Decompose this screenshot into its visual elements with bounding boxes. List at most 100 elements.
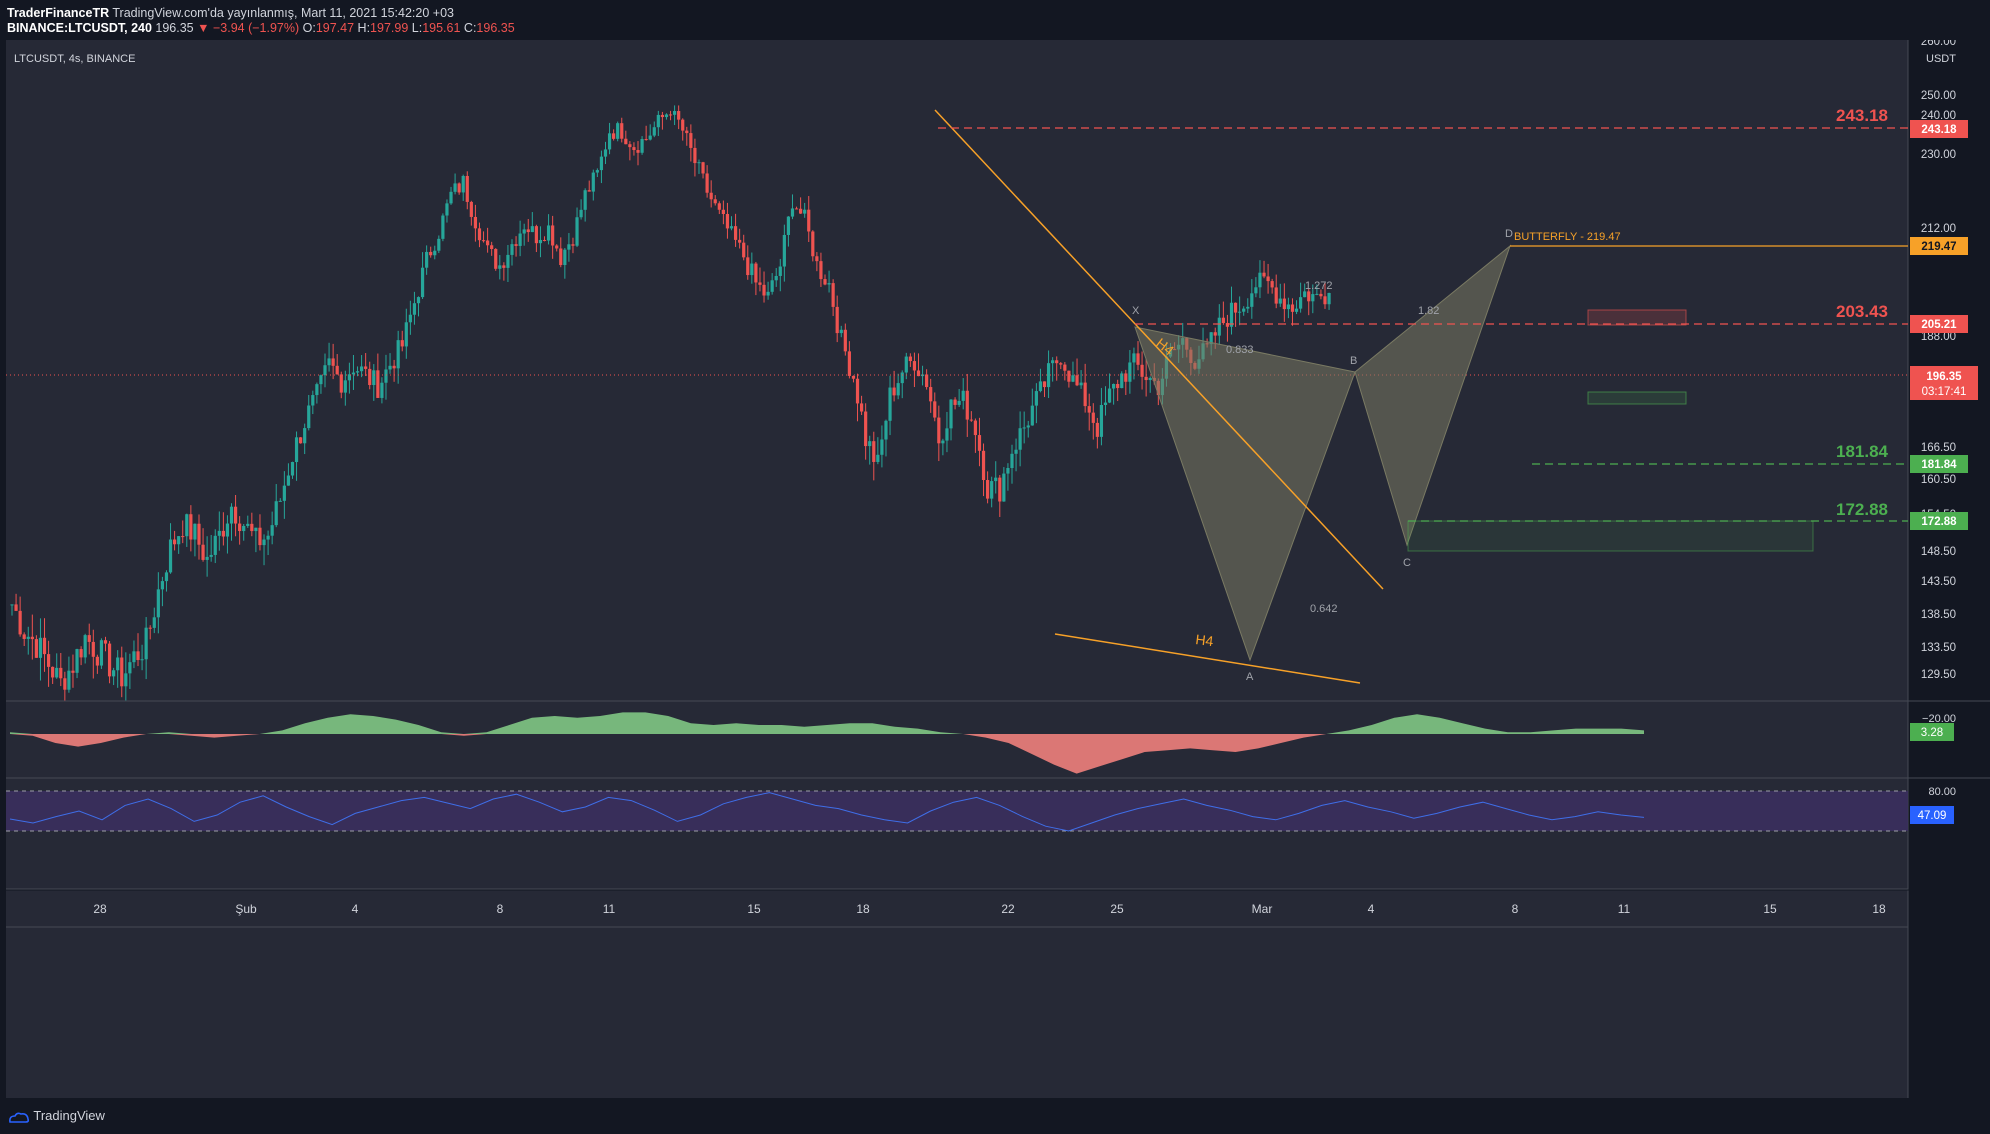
candle-body — [416, 297, 421, 304]
candle-body — [555, 245, 559, 249]
candle-body — [124, 673, 128, 687]
publisher-name[interactable]: TraderFinanceTR — [7, 6, 110, 20]
candle-body — [526, 229, 530, 233]
candle-body — [1002, 473, 1006, 502]
candle-body — [762, 284, 766, 296]
candle-body — [1221, 317, 1225, 324]
candle-body — [376, 370, 380, 398]
chart-area[interactable]: LTCUSDT, 4s, BINANCE 250.00240.00230.002… — [0, 40, 1990, 1098]
candle-body — [359, 366, 364, 372]
candle-body — [91, 641, 95, 657]
candle-body — [148, 627, 152, 629]
price-axis-unit: USDT — [1926, 53, 1956, 65]
candle-body — [380, 382, 384, 398]
candle-body — [193, 523, 197, 540]
candle-body — [498, 265, 502, 269]
candle-body — [1103, 402, 1108, 405]
candle-body — [538, 239, 543, 244]
resistance-zone[interactable] — [1587, 309, 1687, 326]
time-tick: 15 — [747, 902, 761, 916]
candle-body — [486, 240, 490, 246]
candle-body — [1075, 375, 1079, 386]
candle-body — [819, 261, 823, 280]
pattern-point-a: A — [1246, 671, 1254, 683]
pattern-point-b: B — [1350, 355, 1357, 367]
candle-body — [254, 527, 258, 532]
candle-body — [969, 419, 973, 421]
candle-body — [177, 536, 181, 545]
level-181-label: 181.84 — [1836, 442, 1889, 461]
tradingview-logo[interactable]: TradingView — [8, 1108, 105, 1123]
candle-body — [502, 265, 506, 268]
ratio-xd: 1.272 — [1305, 280, 1333, 292]
candle-body — [95, 656, 99, 666]
candle-body — [725, 213, 730, 229]
candle-body — [457, 183, 461, 193]
level-172-label: 172.88 — [1836, 500, 1888, 519]
price-change: ▼ −3.94 (−1.97%) — [197, 21, 300, 35]
badge-countdown: 03:17:41 — [1922, 386, 1967, 398]
candle-body — [1315, 293, 1319, 295]
price-tick-partial: 260.00 — [1921, 40, 1956, 48]
candle-body — [107, 643, 112, 677]
candle-body — [937, 417, 941, 444]
candle-body — [112, 670, 116, 677]
support-zone-small[interactable] — [1587, 391, 1687, 405]
symbol-text: BINANCE:LTCUSDT, 240 — [7, 21, 152, 35]
time-tick: 18 — [856, 902, 870, 916]
candle-body — [522, 229, 526, 234]
candle-body — [1148, 377, 1152, 381]
candle-body — [1071, 375, 1075, 382]
candle-body — [1303, 291, 1307, 298]
candle-body — [1311, 294, 1315, 302]
candle-body — [620, 123, 624, 139]
candle-body — [266, 535, 270, 540]
candle-body — [587, 190, 591, 192]
candle-body — [189, 514, 193, 540]
time-tick: 8 — [1512, 902, 1519, 916]
candle-body — [1030, 405, 1034, 426]
candle-body — [331, 358, 335, 366]
candle-body — [339, 374, 343, 393]
price-tick: 160.50 — [1921, 474, 1956, 486]
candle-body — [599, 156, 604, 171]
candle-body — [803, 209, 807, 214]
support-zone-large[interactable] — [1407, 520, 1814, 552]
rsi-band — [6, 791, 1908, 831]
candle-body — [831, 283, 835, 307]
candle-body — [815, 256, 819, 262]
rsi-badge-bg — [1910, 806, 1954, 824]
candle-body — [896, 383, 900, 396]
pattern-point-d: D — [1505, 228, 1513, 240]
high-label: H: — [357, 21, 371, 35]
candle-body — [173, 539, 177, 545]
candle-body — [742, 242, 746, 258]
candle-body — [1014, 449, 1018, 454]
candle-body — [229, 506, 234, 524]
support-trendline[interactable] — [1054, 633, 1361, 684]
candle-body — [546, 225, 551, 241]
candle-body — [469, 201, 473, 217]
candle-body — [685, 130, 689, 134]
price-tick: 129.50 — [1921, 669, 1956, 681]
rsi-path — [9, 792, 1645, 832]
candle-body — [1282, 298, 1286, 310]
candle-body — [888, 387, 892, 421]
butterfly-pattern[interactable]: X A B C D 0.833 1.272 1.82 0.642 BUTTERF… — [1132, 228, 1621, 683]
candle-body — [1107, 388, 1112, 403]
candle-body — [201, 544, 205, 560]
candle-body — [221, 530, 225, 537]
descending-trendline[interactable] — [934, 109, 1384, 590]
candle-body — [388, 365, 392, 370]
candle-body — [1132, 353, 1136, 363]
candle-body — [579, 209, 583, 218]
candle-body — [307, 405, 311, 429]
candle-body — [270, 525, 274, 536]
candle-body — [132, 651, 136, 663]
published-text: TradingView.com'da yayınlanmış, Mart 11,… — [112, 6, 454, 20]
candle-body — [408, 314, 412, 323]
candle-body — [733, 226, 738, 240]
candle-body — [1120, 373, 1124, 389]
candle-body — [1055, 360, 1059, 364]
candle-body — [425, 251, 429, 268]
